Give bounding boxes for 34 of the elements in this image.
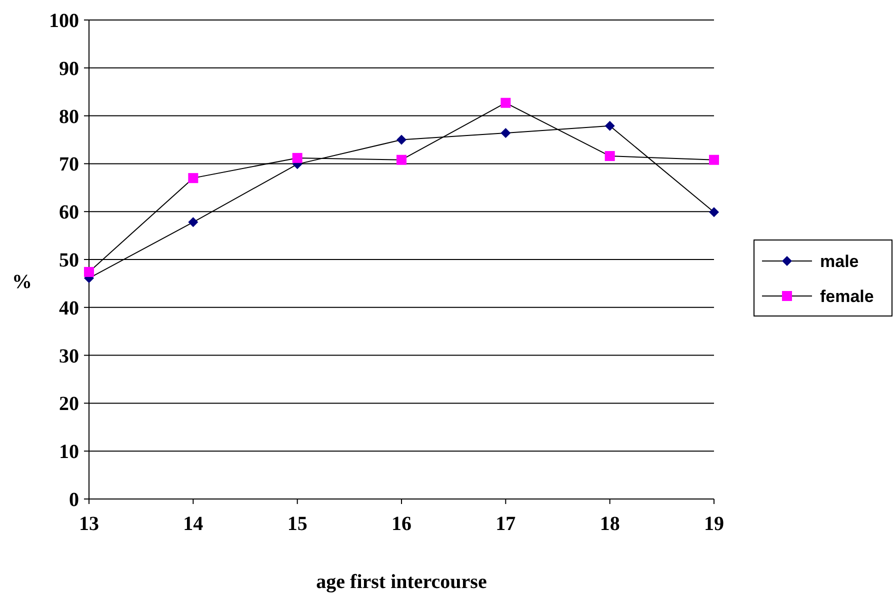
y-tick-label: 90 (59, 58, 79, 80)
point (188, 173, 198, 184)
x-tick-label: 17 (496, 513, 516, 535)
x-tick-label: 13 (79, 513, 99, 535)
x-tick-label: 14 (183, 513, 204, 535)
y-tick-label: 60 (59, 202, 79, 224)
x-tick-label: 18 (600, 513, 620, 535)
point (709, 207, 719, 218)
point (604, 120, 615, 131)
y-tick-label: 20 (59, 393, 79, 416)
x-tick-label: 19 (704, 513, 724, 535)
point (396, 134, 406, 145)
x-axis-title: age first intercourse (316, 571, 487, 593)
legend-label: female (820, 286, 874, 306)
point (396, 154, 406, 165)
y-tick-label: 50 (59, 250, 79, 272)
point (604, 151, 615, 162)
y-tick-label: 30 (59, 345, 79, 368)
point (709, 154, 719, 165)
point (500, 98, 511, 108)
point (292, 152, 302, 163)
x-tick-label: 15 (287, 513, 308, 535)
y-tick-label: 40 (59, 297, 79, 320)
y-tick-label: 80 (59, 106, 79, 128)
point (500, 128, 511, 138)
y-tick-label: 10 (59, 441, 79, 464)
y-tick-label: 100 (49, 10, 79, 32)
point (188, 217, 198, 228)
x-tick-label: 16 (392, 513, 412, 535)
y-tick-label: 70 (59, 154, 79, 176)
legend-label: male (820, 252, 859, 271)
y-tick-label: 0 (69, 489, 79, 511)
point (84, 266, 94, 277)
y-axis-title: % (12, 271, 32, 293)
